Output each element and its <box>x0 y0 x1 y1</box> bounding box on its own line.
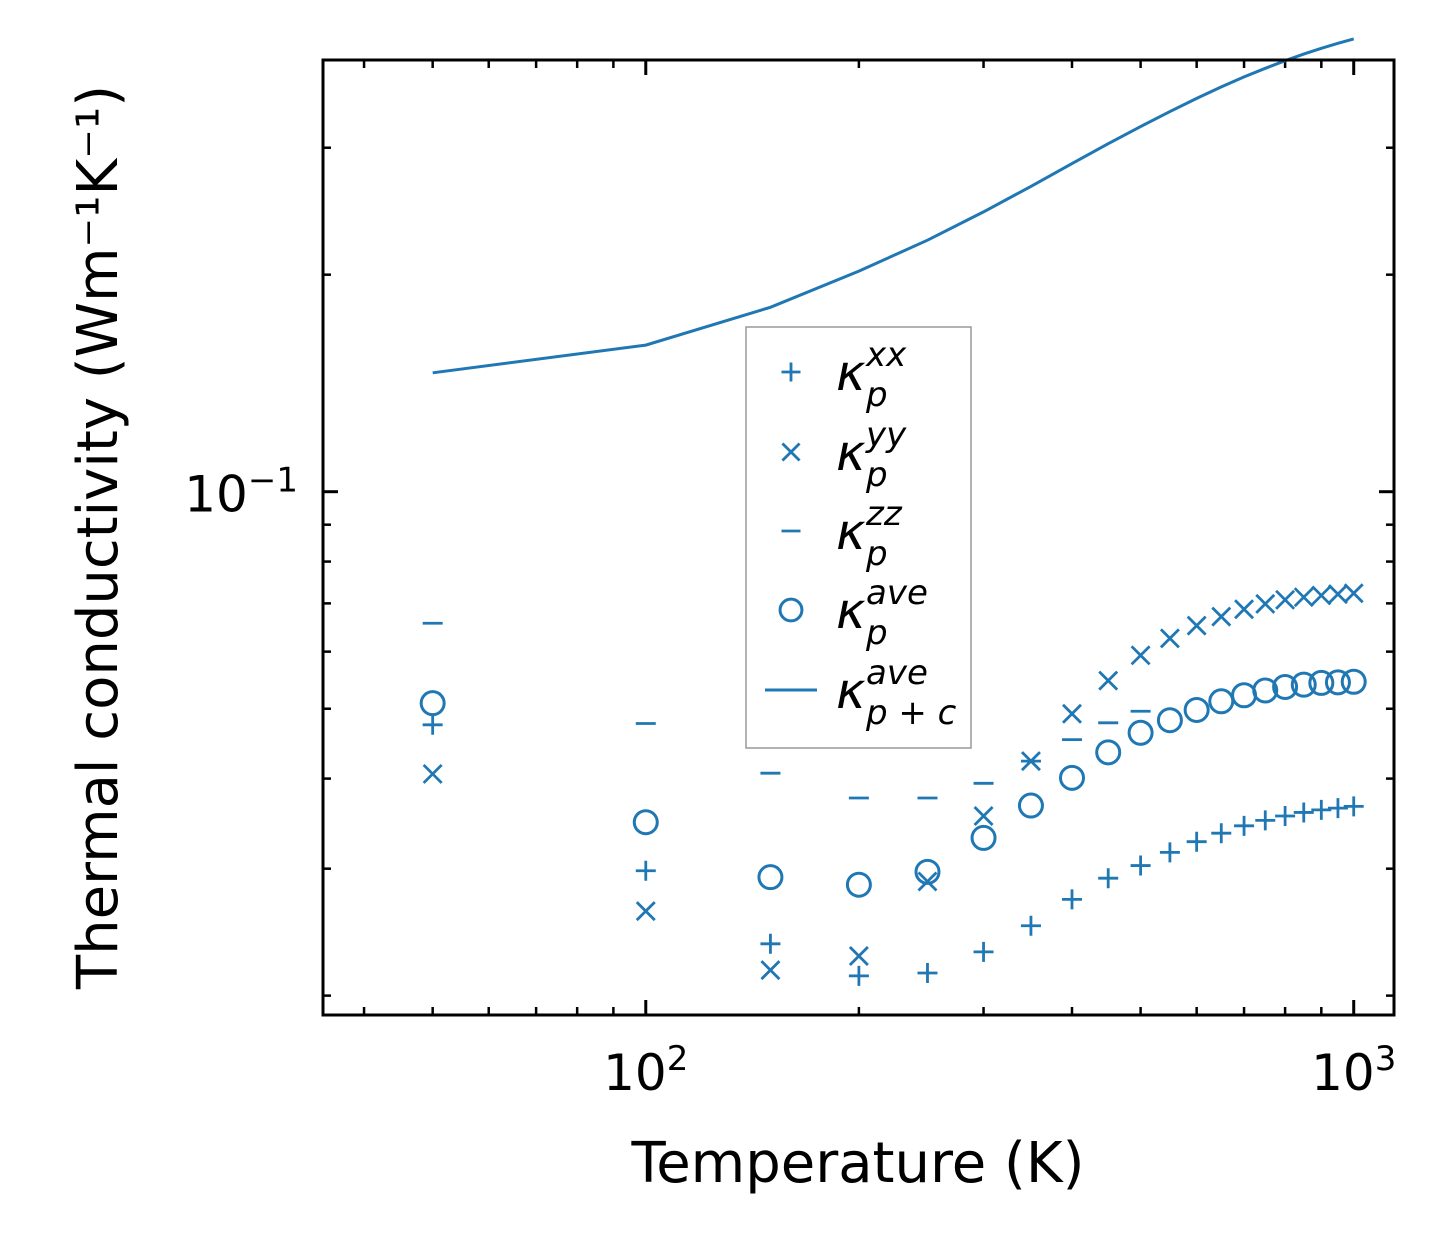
marker-kappa-p-ave <box>1272 673 1299 700</box>
marker-kappa-p-yy <box>1255 593 1276 614</box>
marker-kappa-p-xx <box>1020 915 1041 936</box>
marker-kappa-p-ave <box>1183 696 1210 723</box>
marker-kappa-p-yy <box>1275 589 1296 610</box>
marker-kappa-p-xx <box>1311 799 1332 820</box>
marker-kappa-p-xx <box>848 965 869 986</box>
marker-kappa-p-xx <box>422 714 443 735</box>
legend-marker-swatch <box>778 597 804 623</box>
series-line-kappa-p-plus-c-ave <box>432 37 1355 375</box>
marker-kappa-p-xx <box>1211 823 1232 844</box>
marker-kappa-p-ave <box>1324 669 1351 696</box>
marker-kappa-p-yy <box>917 871 938 892</box>
marker-kappa-p-yy <box>1130 645 1151 666</box>
marker-kappa-p-ave <box>632 809 659 836</box>
marker-kappa-p-yy <box>848 945 869 966</box>
marker-kappa-p-ave <box>757 864 784 891</box>
marker-kappa-p-xx <box>917 962 938 983</box>
marker-kappa-p-xx <box>1327 798 1348 819</box>
marker-kappa-p-xx <box>1159 842 1180 863</box>
marker-kappa-p-xx <box>1234 815 1255 836</box>
plot-area <box>419 37 1367 986</box>
marker-kappa-p-xx <box>1186 831 1207 852</box>
y-axis-label: Thermal conductivity (Wm⁻¹K⁻¹) <box>66 85 131 990</box>
marker-kappa-p-ave <box>1252 677 1279 704</box>
legend-label: κzz p <box>836 494 903 574</box>
marker-kappa-p-xx <box>1098 868 1119 889</box>
legend-label: κyy p <box>836 415 907 495</box>
marker-kappa-p-yy <box>1234 599 1255 620</box>
marker-kappa-p-yy <box>973 805 994 826</box>
legend-entry-kappa-p-zz: κzz p <box>781 494 903 574</box>
legend-label: κave p <box>836 573 928 653</box>
marker-kappa-p-ave <box>1156 707 1183 734</box>
legend-entry-kappa-p-plus-c-ave: κave p + c <box>765 653 957 733</box>
marker-kappa-p-yy <box>1062 703 1082 724</box>
marker-kappa-p-xx <box>1275 805 1296 826</box>
x-tick-label: 102 <box>603 1039 688 1102</box>
marker-kappa-p-yy <box>1098 670 1119 691</box>
tick-labels: 102 103 10−1 <box>184 461 1396 1102</box>
plot-frame <box>321 58 1396 1017</box>
marker-kappa-p-ave <box>419 690 446 717</box>
legend-marker-swatch <box>781 442 801 462</box>
marker-kappa-p-yy <box>1327 584 1348 605</box>
marker-kappa-p-xx <box>1062 889 1082 910</box>
marker-kappa-p-xx <box>1293 802 1314 823</box>
major-ticks <box>323 60 1394 1015</box>
marker-kappa-p-yy <box>1293 587 1314 608</box>
marker-kappa-p-yy <box>760 960 781 981</box>
marker-kappa-p-xx <box>760 933 781 954</box>
marker-kappa-p-ave <box>1058 764 1085 791</box>
y-tick-label: 10−1 <box>184 461 298 524</box>
marker-kappa-p-ave <box>845 871 872 898</box>
marker-kappa-p-yy <box>635 901 656 922</box>
marker-kappa-p-ave <box>914 858 941 885</box>
marker-kappa-p-ave <box>1340 668 1367 695</box>
marker-kappa-p-ave <box>1095 739 1122 766</box>
marker-kappa-p-xx <box>973 941 994 962</box>
legend-marker-swatch <box>781 362 801 382</box>
marker-kappa-p-xx <box>635 860 656 881</box>
marker-kappa-p-yy <box>422 763 443 784</box>
series-markers <box>419 583 1367 986</box>
marker-kappa-p-ave <box>1017 792 1044 819</box>
marker-kappa-p-yy <box>1311 585 1332 606</box>
legend-label: κxx p <box>836 335 907 415</box>
marker-kappa-p-yy <box>1211 606 1232 627</box>
legend-label: κave p + c <box>836 653 957 733</box>
marker-kappa-p-ave <box>1290 671 1317 698</box>
legend-box <box>745 326 972 749</box>
marker-kappa-p-ave <box>1127 719 1154 746</box>
legend-entry-kappa-p-yy: κyy p <box>781 415 907 495</box>
legend-entry-kappa-p-ave: κave p <box>778 573 928 653</box>
marker-kappa-p-yy <box>1343 583 1364 604</box>
marker-kappa-p-ave <box>1308 669 1335 696</box>
legend-entry-kappa-p-xx: κxx p <box>781 335 907 415</box>
x-axis-label: Temperature (K) <box>631 1131 1085 1196</box>
marker-kappa-p-xx <box>1130 855 1151 876</box>
marker-kappa-p-yy <box>1159 628 1180 649</box>
marker-kappa-p-yy <box>1186 615 1207 636</box>
x-tick-label: 103 <box>1311 1039 1396 1102</box>
marker-kappa-p-xx <box>1343 796 1364 817</box>
marker-kappa-p-xx <box>1255 810 1276 831</box>
marker-kappa-p-ave <box>970 824 997 851</box>
